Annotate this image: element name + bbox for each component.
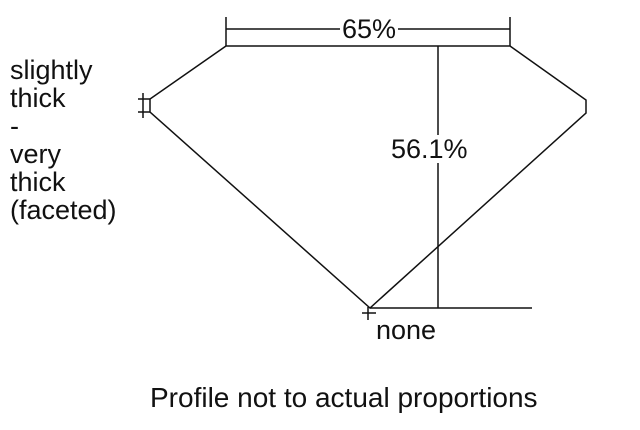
caption: Profile not to actual proportions xyxy=(150,382,538,413)
girdle-label-line: thick xyxy=(10,167,66,197)
gem-outline xyxy=(149,45,587,310)
girdle-thickness-label: slightly thick - very thick (faceted) xyxy=(10,56,150,224)
girdle-label-line: slightly xyxy=(10,55,93,85)
girdle-label-line: - xyxy=(10,111,19,141)
girdle-label-line: very xyxy=(10,139,62,169)
girdle-label-line: (faceted) xyxy=(10,195,117,225)
girdle-label-line: thick xyxy=(10,83,66,113)
depth-percent-label: 56.1% xyxy=(390,134,469,164)
table-percent-label: 65% xyxy=(340,14,399,44)
culet-label: none xyxy=(376,315,437,345)
